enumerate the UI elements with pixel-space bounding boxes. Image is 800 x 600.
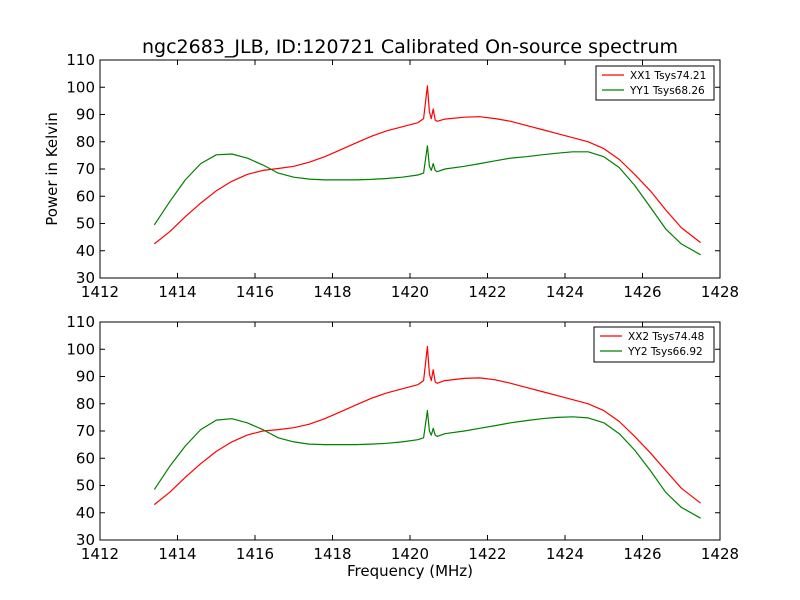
y-axis-label: Power in Kelvin: [43, 112, 61, 226]
x-tick-label: 1424: [546, 545, 584, 563]
y-tick-label: 30: [76, 531, 95, 549]
series-line-yy: [153, 145, 701, 256]
y-tick-label: 70: [76, 160, 95, 178]
x-tick-label: 1414: [158, 545, 196, 563]
legend: [593, 326, 715, 363]
y-tick-label: 40: [76, 504, 95, 522]
x-tick-label: 1426: [623, 283, 661, 301]
x-tick-label: 1422: [468, 283, 506, 301]
bottom-panel: 1412 1414 1416 1418 1420 1422 1424 1426 1428 30 40…: [66, 313, 739, 563]
y-tick-label: 80: [76, 395, 95, 413]
x-tick-label: 1428: [701, 283, 739, 301]
y-tick-label: 60: [76, 449, 95, 467]
y-tick-label: 50: [76, 477, 95, 495]
x-tick-label: 1416: [236, 283, 274, 301]
y-tick-label: 110: [66, 51, 95, 69]
x-tick-label: 1414: [158, 283, 196, 301]
legend-label: YY2 Tsys66.92: [627, 346, 703, 358]
y-tick-label: 40: [76, 242, 95, 260]
chart-title: ngc2683_JLB, ID:120721 Calibrated On-sou…: [142, 36, 678, 58]
y-tick-label: 90: [76, 368, 95, 386]
y-tick-label: 70: [76, 422, 95, 440]
x-tick-label: 1424: [546, 283, 584, 301]
y-tick-label: 50: [76, 215, 95, 233]
y-tick-label: 100: [66, 78, 95, 96]
top-panel: 1412 1414 1416 1418 1420 1422 1424 1426 1428 30 40…: [66, 51, 739, 301]
y-tick-label: 100: [66, 340, 95, 358]
y-tick-label: 30: [76, 269, 95, 287]
x-tick-label: 1428: [701, 545, 739, 563]
x-tick-label: 1412: [81, 545, 119, 563]
x-tick-label: 1412: [81, 283, 119, 301]
x-tick-label: 1426: [623, 545, 661, 563]
x-tick-label: 1420: [391, 545, 429, 563]
series-line-xx: [153, 85, 701, 245]
x-tick-label: 1422: [468, 545, 506, 563]
y-tick-label: 90: [76, 106, 95, 124]
x-tick-label: 1418: [313, 545, 351, 563]
legend-label: XX1 Tsys74.21: [630, 70, 706, 82]
x-tick-label: 1420: [391, 283, 429, 301]
x-tick-label: 1416: [236, 545, 274, 563]
y-tick-label: 60: [76, 187, 95, 205]
legend-label: YY1 Tsys68.26: [629, 85, 705, 97]
series-line-xx: [153, 345, 701, 506]
y-tick-label: 110: [66, 313, 95, 331]
legend-label: XX2 Tsys74.48: [628, 331, 704, 343]
x-axis-label: Frequency (MHz): [347, 562, 473, 580]
legend: [595, 65, 715, 101]
y-tick-label: 80: [76, 133, 95, 151]
series-line-yy: [153, 410, 701, 519]
x-tick-label: 1418: [313, 283, 351, 301]
